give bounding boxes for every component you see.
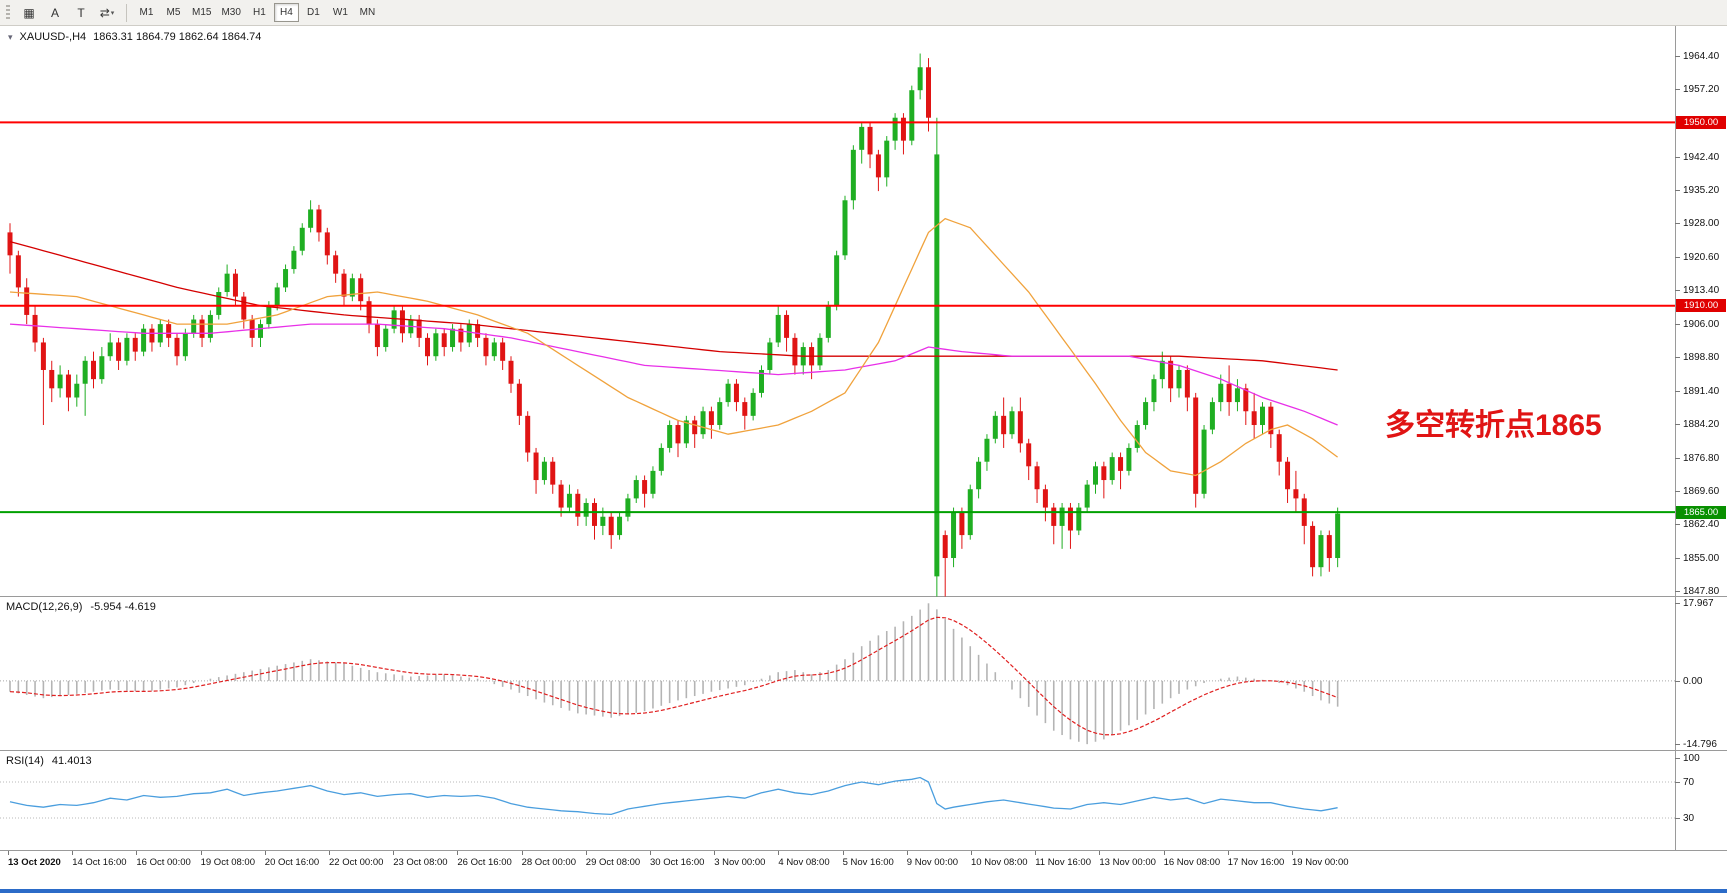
time-axis-label: 3 Nov 00:00 bbox=[714, 851, 766, 868]
timeframe-toolbar: M1 M5 M15 M30 H1 H4 D1 W1 MN bbox=[133, 3, 381, 22]
time-axis-label: 13 Oct 2020 bbox=[8, 851, 61, 868]
timeframe-h1[interactable]: H1 bbox=[253, 7, 266, 18]
ma-medium-magenta bbox=[9, 323, 1338, 426]
time-axis-label: 5 Nov 16:00 bbox=[842, 851, 894, 868]
bottom-strip bbox=[0, 889, 1727, 893]
time-axis-label: 29 Oct 08:00 bbox=[585, 851, 641, 868]
axis-border bbox=[1675, 26, 1676, 851]
rsi-label: RSI(14) 41.4013 bbox=[6, 755, 92, 767]
macd-axis-tick: 17.967 bbox=[1675, 598, 1727, 609]
timeframe-m15[interactable]: M15 bbox=[192, 7, 212, 18]
rsi-chart[interactable] bbox=[0, 751, 1675, 851]
time-axis-label: 17 Nov 16:00 bbox=[1227, 851, 1285, 868]
ma-fast-orange bbox=[9, 217, 1338, 477]
price-tick: 1898.80 bbox=[1675, 352, 1727, 363]
price-tick: 1869.60 bbox=[1675, 486, 1727, 497]
time-axis-label: 19 Oct 08:00 bbox=[200, 851, 255, 868]
time-axis-label: 22 Oct 00:00 bbox=[329, 851, 384, 868]
rsi-axis-tick: 30 bbox=[1675, 813, 1727, 824]
price-tick: 1862.40 bbox=[1675, 519, 1727, 530]
toolbar-separator bbox=[126, 3, 127, 22]
pane-separator[interactable] bbox=[0, 750, 1727, 751]
price-line-badge: 1865.00 bbox=[1676, 505, 1726, 519]
price-tick: 1891.40 bbox=[1675, 386, 1727, 397]
price-tick: 1906.00 bbox=[1675, 319, 1727, 330]
price-tick: 1876.80 bbox=[1675, 453, 1727, 464]
toolbar: ▦ A T ⇄ ▾ M1 M5 M15 M30 H1 H4 D1 W1 MN bbox=[0, 0, 1727, 26]
macd-label: MACD(12,26,9) -5.954 -4.619 bbox=[6, 601, 156, 613]
chart-ohlc-values: 1863.31 1864.79 1862.64 1864.74 bbox=[93, 31, 262, 43]
price-tick: 1942.40 bbox=[1675, 152, 1727, 163]
rsi-name: RSI(14) bbox=[6, 755, 44, 767]
price-tick: 1884.20 bbox=[1675, 419, 1727, 430]
cycle-symbols-tool[interactable]: ⇄ ▾ bbox=[99, 5, 115, 20]
symbol-dropdown-icon[interactable]: ▾ bbox=[8, 31, 13, 42]
time-axis-label: 30 Oct 16:00 bbox=[650, 851, 705, 868]
rsi-axis-tick: 100 bbox=[1675, 753, 1727, 764]
rsi-line bbox=[9, 776, 1338, 816]
price-tick: 1913.40 bbox=[1675, 285, 1727, 296]
time-axis-label: 10 Nov 08:00 bbox=[971, 851, 1028, 868]
macd-axis-tick: 0.00 bbox=[1675, 676, 1727, 687]
grid-tool[interactable]: ▦ bbox=[23, 5, 35, 20]
time-axis-label: 14 Oct 16:00 bbox=[72, 851, 127, 868]
macd-histogram bbox=[9, 603, 1339, 745]
price-tick: 1920.60 bbox=[1675, 252, 1727, 263]
price-axis[interactable]: 1964.40 1957.20 1942.40 1935.20 1928.00 1920.… bbox=[1675, 0, 1727, 896]
macd-values: -5.954 -4.619 bbox=[90, 601, 156, 613]
chart-annotation-text[interactable]: 多空转折点1865 bbox=[1385, 409, 1602, 442]
text-label-tool[interactable]: A bbox=[50, 5, 59, 20]
price-tick: 1957.20 bbox=[1675, 84, 1727, 95]
time-axis-label: 11 Nov 16:00 bbox=[1035, 851, 1091, 868]
timeframe-mn[interactable]: MN bbox=[359, 7, 376, 18]
chart-title: XAUUSD-,H4 bbox=[19, 31, 87, 43]
toolbar-grip bbox=[6, 4, 10, 21]
time-axis-label: 16 Nov 08:00 bbox=[1163, 851, 1221, 868]
rsi-value: 41.4013 bbox=[51, 755, 92, 767]
time-axis-label: 16 Oct 00:00 bbox=[136, 851, 191, 868]
price-line-badge: 1950.00 bbox=[1676, 115, 1726, 129]
rsi-axis-tick: 70 bbox=[1675, 777, 1727, 788]
price-line-badge: 1910.00 bbox=[1676, 299, 1726, 313]
pane-separator bbox=[0, 850, 1727, 851]
price-tick: 1928.00 bbox=[1675, 218, 1727, 229]
macd-name: MACD(12,26,9) bbox=[6, 601, 83, 613]
chart-header: ▾ XAUUSD-,H4 1863.31 1864.79 1862.64 186… bbox=[8, 31, 261, 43]
macd-axis-tick: -14.796 bbox=[1675, 739, 1727, 750]
time-axis-label: 26 Oct 16:00 bbox=[457, 851, 512, 868]
time-axis-label: 28 Oct 00:00 bbox=[521, 851, 576, 868]
timeframe-h4[interactable]: H4 bbox=[273, 3, 299, 22]
price-tick: 1855.00 bbox=[1675, 553, 1727, 564]
macd-chart[interactable] bbox=[0, 597, 1675, 751]
price-tick: 1935.20 bbox=[1675, 185, 1727, 196]
candlestick-chart[interactable] bbox=[0, 26, 1675, 597]
tools-group: ▦ A T ⇄ ▾ bbox=[16, 2, 120, 24]
time-axis-label: 9 Nov 00:00 bbox=[906, 851, 959, 868]
time-axis-label: 23 Oct 08:00 bbox=[393, 851, 448, 868]
timeframe-w1[interactable]: W1 bbox=[332, 7, 348, 18]
timeframe-m1[interactable]: M1 bbox=[139, 7, 154, 18]
price-tick: 1964.40 bbox=[1675, 51, 1727, 62]
timeframe-m5[interactable]: M5 bbox=[166, 7, 181, 18]
time-axis-label: 4 Nov 08:00 bbox=[778, 851, 830, 868]
timeframe-m30[interactable]: M30 bbox=[221, 7, 241, 18]
pane-separator[interactable] bbox=[0, 596, 1727, 597]
time-axis-label: 13 Nov 00:00 bbox=[1099, 851, 1156, 868]
time-axis[interactable]: 13 Oct 2020 14 Oct 16:00 16 Oct 00:00 19 Oc… bbox=[0, 851, 1727, 875]
macd-signal-line bbox=[9, 616, 1338, 736]
text-tool[interactable]: T bbox=[77, 5, 85, 20]
time-axis-label: 20 Oct 16:00 bbox=[264, 851, 320, 868]
time-axis-label: 19 Nov 00:00 bbox=[1292, 851, 1349, 868]
price-tick: 1847.80 bbox=[1675, 586, 1727, 597]
timeframe-d1[interactable]: D1 bbox=[307, 7, 320, 18]
